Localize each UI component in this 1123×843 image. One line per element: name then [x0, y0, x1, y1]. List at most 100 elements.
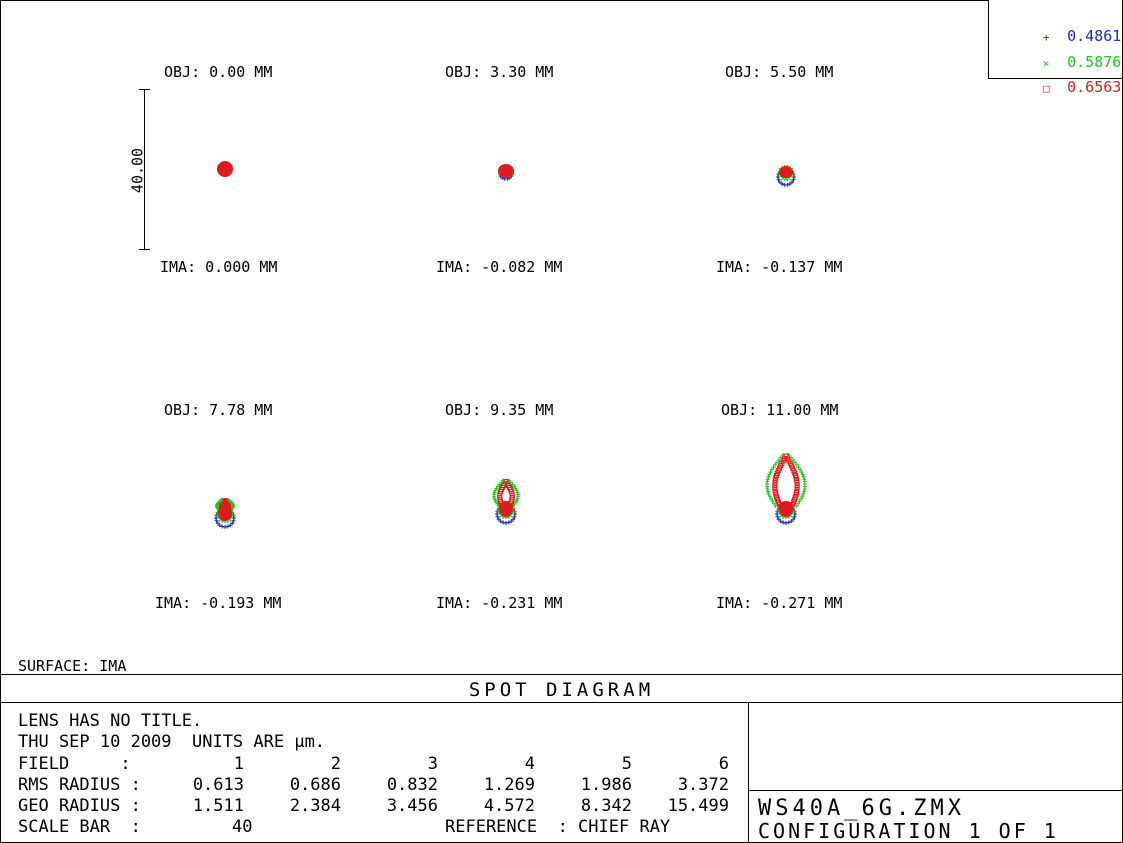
field-4-obj-label: OBJ: 7.78 MM [164, 401, 273, 419]
surface-label: SURFACE: IMA [18, 657, 127, 675]
spot-point-f6-plus-219 [791, 457, 796, 462]
spot-point-f6-plus-200 [794, 504, 799, 508]
spot-point-f6-plus-115 [769, 467, 774, 472]
spot-point-f6-plus-216 [796, 465, 801, 470]
legend-entry-3: □ 0.6563 [1003, 60, 1122, 114]
field-number-2: 2 [330, 754, 341, 774]
field-number-6: 6 [718, 754, 729, 774]
date-units-line: THU SEP 10 2009 UNITS ARE µm. [18, 732, 326, 752]
rms-radius-value-6: 3.372 [677, 775, 729, 795]
spot-point-f5-plus-103 [493, 498, 498, 503]
spot-point-f6-plus-8 [776, 517, 781, 522]
field-6-obj-label: OBJ: 11.00 MM [721, 401, 839, 419]
rms-radius-value-3: 0.832 [386, 775, 438, 795]
legend-wavelength-3: 0.6563 [1067, 78, 1122, 96]
scale-bar [144, 89, 145, 250]
cross-marker-icon: × [1042, 57, 1050, 70]
field-3-ima-label: IMA: -0.137 MM [716, 258, 843, 276]
spot-point-f3-plus-2 [790, 180, 795, 185]
scale-bar-top-tick [139, 89, 150, 90]
geo-radius-value-5: 8.342 [580, 796, 632, 816]
spot-point-f6-plus-118 [775, 460, 780, 465]
spot-point-f6-plus-214 [799, 470, 804, 475]
spot-point-f6-plus-103 [768, 496, 773, 501]
spot-point-f6-plus-212 [801, 474, 806, 479]
spot-point-f5-plus-207 [515, 490, 520, 495]
scale-row-label: SCALE BAR : [18, 817, 141, 837]
spot-point-f5-plus-1 [512, 514, 517, 519]
spot-point-f6-plus-3 [789, 519, 794, 524]
spot-point-f4-plus-8 [215, 521, 220, 526]
field-1-ima-label: IMA: 0.000 MM [160, 258, 278, 276]
reference-label: REFERENCE : CHIEF RAY [445, 817, 671, 837]
spot-point-f6-plus-106 [765, 489, 770, 494]
spot-core-f3 [779, 166, 793, 178]
spot-point-f5-plus-2 [511, 517, 516, 522]
spot-point-f6-plus-114 [768, 470, 773, 475]
spot-point-f6-plus-100 [773, 504, 778, 508]
field-2-obj-label: OBJ: 3.30 MM [445, 63, 554, 81]
spot-point-f6-plus-1 [792, 514, 797, 519]
rms-radius-value-2: 0.686 [289, 775, 341, 795]
geo-radius-value-4: 4.572 [483, 796, 535, 816]
legend-entry-1: +0.4861 [1003, 9, 1122, 63]
lens-title-line: LENS HAS NO TITLE. [18, 711, 203, 731]
square-marker-icon: □ [1042, 82, 1050, 95]
spot-point-f6-plus-111 [765, 477, 770, 482]
spot-point-f5-plus-8 [496, 517, 501, 522]
rms-radius-value-4: 1.269 [483, 775, 535, 795]
spot-point-f6-square-421 [783, 453, 789, 459]
field-number-1: 1 [233, 754, 244, 774]
spot-point-f6-plus-201 [796, 501, 801, 506]
spot-point-f6-plus-104 [767, 494, 772, 499]
wavelength-legend: +0.4861 × 0.5876 □ 0.6563 [988, 0, 1122, 96]
rms-row-label: RMS RADIUS : [18, 775, 141, 795]
spot-core-f1 [217, 161, 233, 177]
geo-row-label: GEO RADIUS : [18, 796, 141, 816]
spot-point-f6-plus-117 [773, 462, 778, 467]
plus-marker-icon: + [1042, 31, 1050, 44]
spot-core-f5 [499, 501, 513, 517]
spot-point-f3-plus-3 [788, 181, 792, 186]
spot-point-f4-plus-2 [230, 521, 235, 526]
field-4-ima-label: IMA: -0.193 MM [155, 594, 282, 612]
spot-point-f5-plus-7 [498, 519, 503, 524]
spot-point-f6-plus-119 [776, 457, 781, 462]
spot-point-f6-plus-6 [781, 520, 786, 525]
spot-point-f6-plus-2 [791, 517, 796, 522]
spot-point-f6-plus-218 [792, 460, 797, 465]
spot-point-f6-plus-211 [802, 477, 807, 482]
scale-bar-value: 40 [232, 817, 253, 837]
spot-point-f5-square-413 [503, 479, 509, 485]
spot-point-f6-plus-116 [771, 465, 776, 470]
field-3-obj-label: OBJ: 5.50 MM [725, 63, 834, 81]
divider-vertical [748, 702, 749, 843]
scale-bar-bottom-tick [139, 249, 150, 250]
field-5-obj-label: OBJ: 9.35 MM [445, 401, 554, 419]
spot-point-f6-plus-7 [778, 519, 783, 524]
spot-point-f6-plus-102 [770, 499, 775, 504]
geo-radius-value-3: 3.456 [386, 796, 438, 816]
spot-core-f6 [779, 501, 793, 517]
legend-wavelength-1: 0.4861 [1067, 27, 1122, 45]
spot-point-f5-plus-6 [501, 520, 506, 525]
spot-point-f6-plus-215 [798, 467, 803, 472]
spot-point-f3-plus-7 [777, 180, 782, 185]
spot-point-f3-plus-6 [780, 181, 784, 186]
field-number-3: 3 [427, 754, 438, 774]
rms-radius-value-5: 1.986 [580, 775, 632, 795]
spot-point-f6-plus-101 [771, 501, 776, 506]
geo-radius-value-2: 2.384 [289, 796, 341, 816]
field-number-4: 4 [524, 754, 535, 774]
field-1-obj-label: OBJ: 0.00 MM [164, 63, 273, 81]
divider-top [0, 674, 1123, 675]
spot-point-f5-plus-3 [509, 519, 514, 524]
divider-file [748, 790, 1123, 791]
diagram-title: SPOT DIAGRAM [468, 679, 655, 701]
field-5-ima-label: IMA: -0.231 MM [436, 594, 563, 612]
legend-wavelength-2: 0.5876 [1067, 53, 1122, 71]
spot-point-f4-plus-3 [228, 523, 233, 528]
file-name: WS40A_6G.ZMX [758, 796, 965, 821]
spot-point-f6-plus-213 [800, 472, 805, 477]
